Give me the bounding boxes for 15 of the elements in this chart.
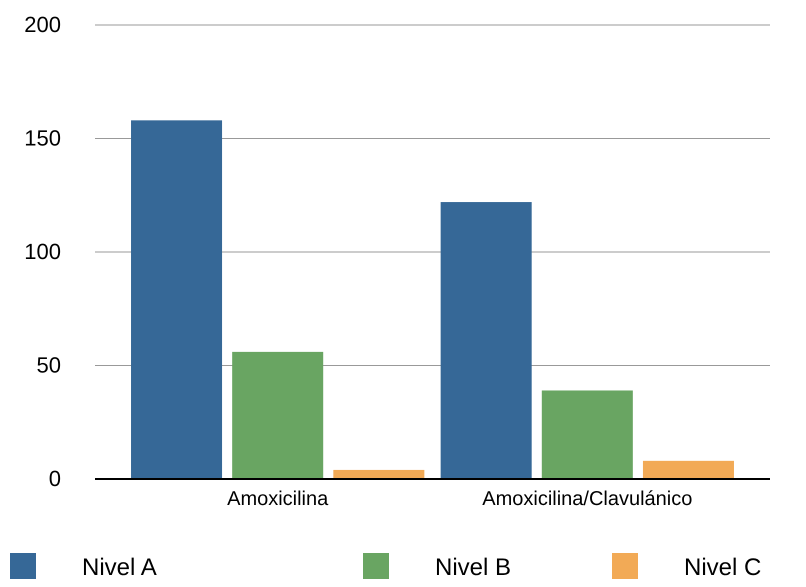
legend-label: Nivel C (684, 554, 762, 581)
y-tick-label: 0 (48, 466, 61, 492)
legend-label: Nivel B (435, 554, 512, 581)
x-tick-label: Amoxicilina/Clavulánico (482, 488, 692, 510)
y-tick-label: 50 (36, 352, 61, 378)
y-tick-label: 200 (24, 12, 61, 38)
bar (542, 390, 633, 479)
bar (232, 352, 324, 479)
y-tick-label: 100 (24, 239, 61, 264)
bar (440, 202, 532, 479)
x-tick-label: Amoxicilina (227, 488, 330, 510)
legend-label: Nivel A (82, 554, 157, 581)
bar (642, 460, 734, 479)
y-tick-label: 150 (24, 126, 61, 151)
bar (131, 120, 222, 479)
